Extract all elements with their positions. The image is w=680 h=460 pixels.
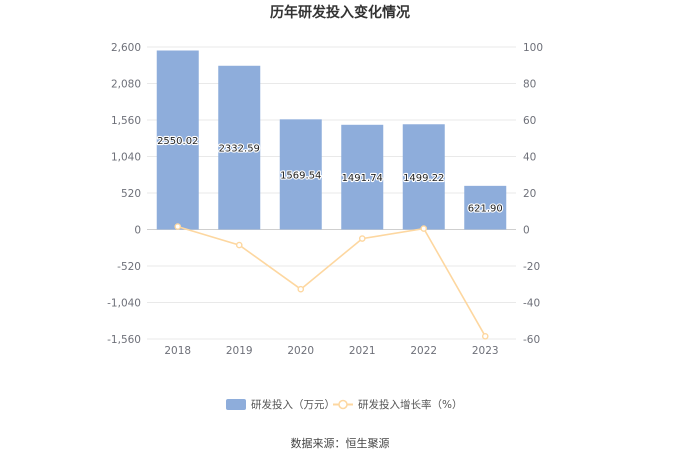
bar-2022 xyxy=(402,124,445,230)
left-axis-tick-label: 1,040 xyxy=(111,152,141,164)
right-axis-tick-label: 20 xyxy=(523,188,536,200)
growth-rate-point-2020 xyxy=(297,285,305,293)
x-tick-label: 2020 xyxy=(287,345,314,357)
left-axis-tick-label: 0 xyxy=(134,225,141,237)
left-axis-tick-label: 2,600 xyxy=(111,42,141,54)
legend-label-rd-investment: 研发投入（万元） xyxy=(251,398,335,411)
right-axis-tick-label: -20 xyxy=(523,261,540,273)
bar-2020 xyxy=(279,119,322,230)
right-axis-tick-label: 100 xyxy=(523,42,543,54)
x-tick-label: 2022 xyxy=(410,345,437,357)
right-axis-tick-label: -60 xyxy=(523,334,540,346)
right-axis-tick-label: 40 xyxy=(523,152,536,164)
left-axis-tick-label: 2,080 xyxy=(111,79,141,91)
bar-data-label: 1499.22 xyxy=(403,173,444,184)
growth-rate-point-2022 xyxy=(420,225,428,232)
left-axis-tick-label: -1,040 xyxy=(107,298,141,310)
right-axis-tick-label: 0 xyxy=(523,225,530,237)
chart-title: 历年研发投入变化情况 xyxy=(270,4,410,21)
bar-2018 xyxy=(156,50,199,230)
bar-2021 xyxy=(341,124,384,230)
left-axis-tick-label: 1,560 xyxy=(111,115,141,127)
bar-data-label: 1569.54 xyxy=(280,170,321,181)
gridlines xyxy=(147,46,516,340)
left-axis-tick-label: -520 xyxy=(117,261,141,273)
bar-data-label: 2550.02 xyxy=(157,136,198,147)
bar-series xyxy=(156,50,507,230)
bar-data-label: 1491.74 xyxy=(342,173,383,184)
growth-rate-point-2018 xyxy=(174,223,182,230)
growth-rate-point-2019 xyxy=(235,241,243,249)
legend-item-growth-rate[interactable]: 研发投入增长率（%） xyxy=(333,398,462,411)
bar-2019 xyxy=(218,65,261,230)
line-series xyxy=(174,223,489,340)
legend-label-growth-rate: 研发投入增长率（%） xyxy=(358,398,462,411)
bar-data-labels: 2550.02 2332.59 1569.54 1491.74 1499.22 621.9… xyxy=(156,135,504,216)
legend: 研发投入（万元） 研发投入增长率（%） xyxy=(226,398,462,411)
right-axis-tick-label: 60 xyxy=(523,115,536,127)
left-axis-tick-label: -1,560 xyxy=(107,334,141,346)
right-axis-tick-label: 80 xyxy=(523,79,536,91)
bar-data-label: 621.90 xyxy=(468,204,503,215)
x-tick-label: 2018 xyxy=(164,345,191,357)
left-axis-tick-label: 520 xyxy=(121,188,141,200)
legend-point-swatch xyxy=(338,399,348,410)
legend-bar-swatch xyxy=(226,399,246,410)
growth-rate-line xyxy=(177,225,486,337)
x-tick-label: 2021 xyxy=(349,345,376,357)
x-axis: 2018 2019 2020 2021 2022 2023 xyxy=(164,345,498,357)
bar-2023 xyxy=(464,185,507,230)
bar-data-label: 2332.59 xyxy=(219,144,260,155)
x-tick-label: 2019 xyxy=(226,345,253,357)
data-source: 数据来源：恒生聚源 xyxy=(291,436,390,450)
right-axis: 100 80 60 40 20 0 -20 -40 -60 xyxy=(523,42,543,346)
growth-rate-point-2021 xyxy=(358,235,366,242)
right-axis-tick-label: -40 xyxy=(523,298,540,310)
legend-item-rd-investment[interactable]: 研发投入（万元） xyxy=(226,398,335,411)
growth-rate-point-2023 xyxy=(481,332,489,340)
x-tick-label: 2023 xyxy=(472,345,499,357)
left-axis: 2,600 2,080 1,560 1,040 520 0 -520 -1,040 -1,560 xyxy=(107,42,141,346)
